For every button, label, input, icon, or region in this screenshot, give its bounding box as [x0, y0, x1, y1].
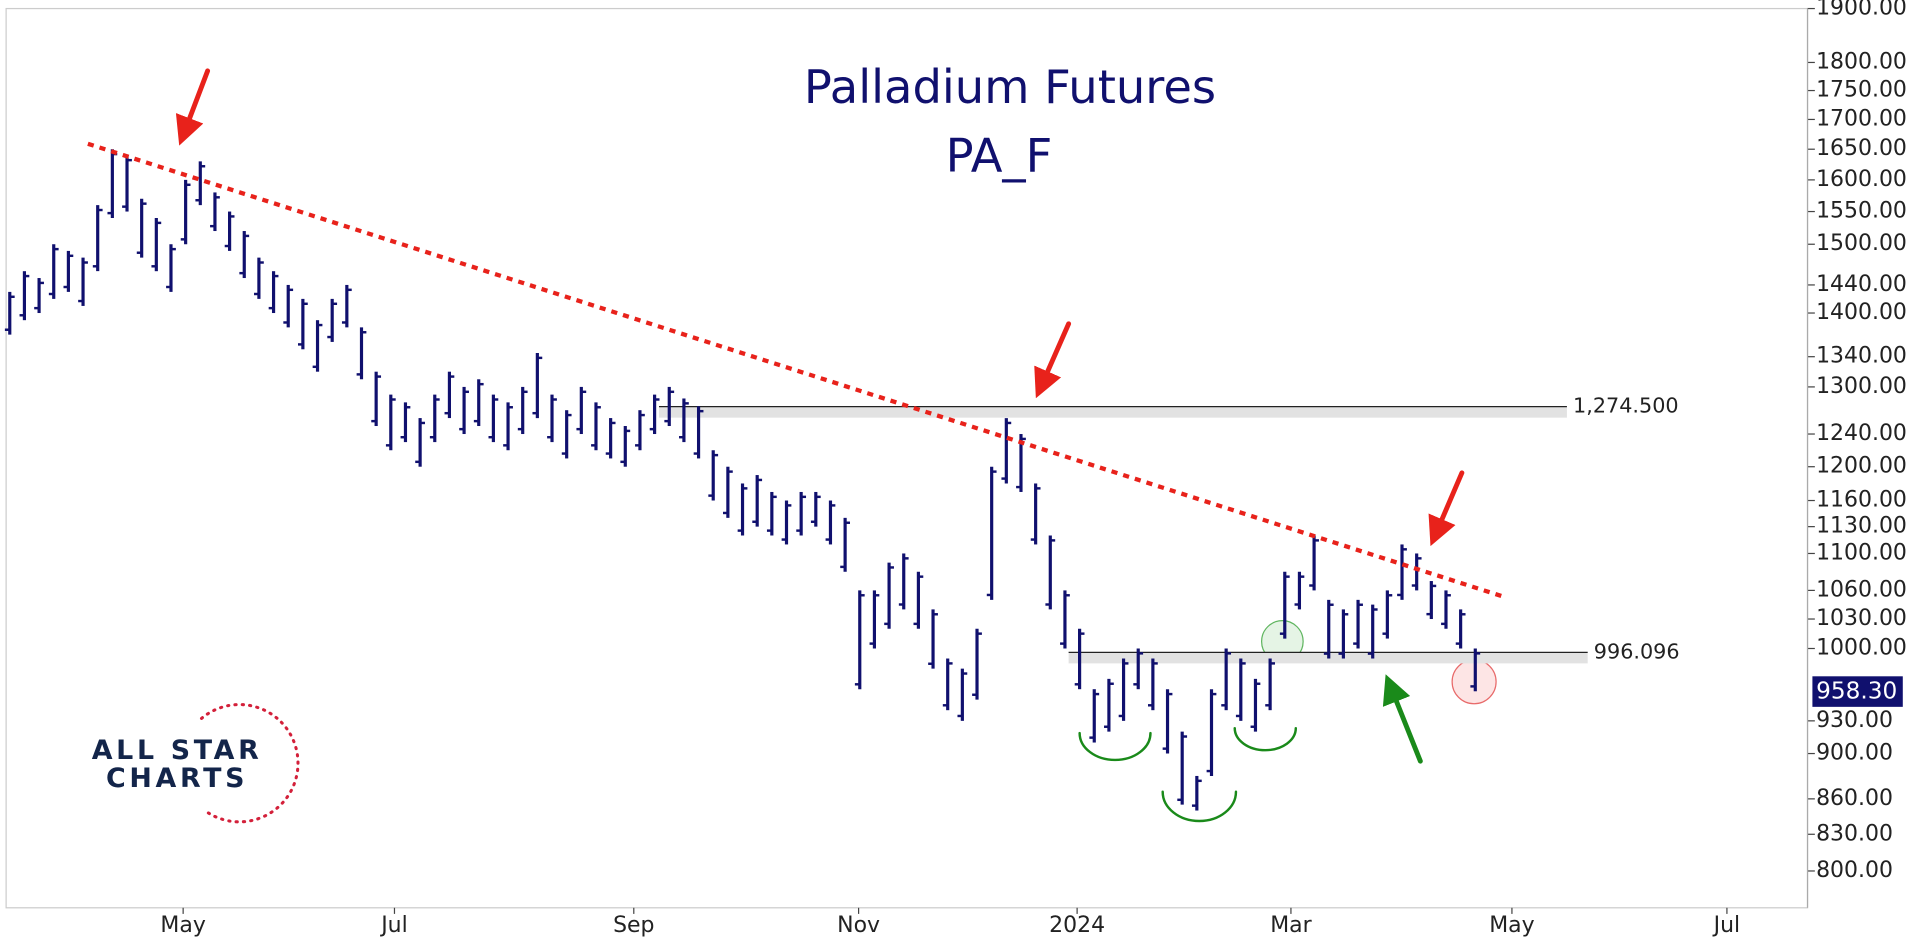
y-tick-label: 1650.00: [1816, 136, 1907, 161]
y-tick-label: 1240.00: [1816, 421, 1907, 446]
y-tick-label: 1160.00: [1816, 488, 1907, 513]
logo: ALL STAR CHARTS: [92, 703, 300, 824]
x-tick-label: Mar: [1270, 913, 1312, 938]
x-tick-label: Jul: [379, 913, 408, 938]
y-tick-label: 1750.00: [1816, 78, 1907, 103]
y-tick-label: 1000.00: [1816, 635, 1907, 660]
logo-text: CHARTS: [106, 763, 248, 794]
y-tick-label: 1440.00: [1816, 272, 1907, 297]
level-label: 1,274.500: [1573, 394, 1679, 418]
y-tick-label: 800.00: [1816, 858, 1893, 883]
y-tick-label: 1030.00: [1816, 606, 1907, 631]
last-price-label: 958.30: [1816, 678, 1897, 705]
annotations: [175, 68, 1497, 823]
x-tick-label: May: [1489, 913, 1534, 938]
x-tick-label: Nov: [837, 913, 880, 938]
y-tick-label: 1700.00: [1816, 106, 1907, 131]
y-tick-label: 1600.00: [1816, 167, 1907, 192]
last-price-box: [1812, 676, 1903, 707]
arrow: [1428, 470, 1465, 547]
y-tick-label: 830.00: [1816, 821, 1893, 846]
y-tick-label: 1060.00: [1816, 577, 1907, 602]
x-tick-label: Jul: [1712, 913, 1741, 938]
x-tick-label: Sep: [613, 913, 654, 938]
y-tick-label: 900.00: [1816, 741, 1893, 766]
arrow: [1382, 674, 1423, 764]
level-band: [658, 406, 1567, 418]
chart-subtitle: PA_F: [946, 128, 1053, 182]
logo-stars: [199, 703, 300, 824]
arc: [1233, 726, 1298, 752]
y-tick-label: 1130.00: [1816, 514, 1907, 539]
y-tick-label: 1900.00: [1816, 0, 1907, 21]
y-tick-label: 1200.00: [1816, 454, 1907, 479]
y-tick-label: 1400.00: [1816, 300, 1907, 325]
arrow: [1034, 321, 1072, 399]
y-tick-label: 1550.00: [1816, 199, 1907, 224]
arrow: [175, 68, 211, 146]
y-tick-label: 1800.00: [1816, 49, 1907, 74]
x-tick-label: May: [160, 913, 205, 938]
trendline: [87, 141, 1506, 600]
price-bars: [4, 149, 1481, 811]
y-tick-label: 930.00: [1816, 708, 1893, 733]
y-tick-label: 1300.00: [1816, 374, 1907, 399]
logo-text: ALL STAR: [92, 735, 263, 766]
chart-title: Palladium Futures: [804, 60, 1216, 114]
arc: [1078, 731, 1152, 762]
y-tick-label: 1500.00: [1816, 231, 1907, 256]
arc: [1161, 790, 1238, 823]
y-tick-label: 1100.00: [1816, 540, 1907, 565]
x-tick-label: 2024: [1049, 913, 1105, 938]
y-tick-label: 1340.00: [1816, 344, 1907, 369]
y-tick-label: 860.00: [1816, 786, 1893, 811]
level-label: 996.096: [1594, 639, 1680, 663]
